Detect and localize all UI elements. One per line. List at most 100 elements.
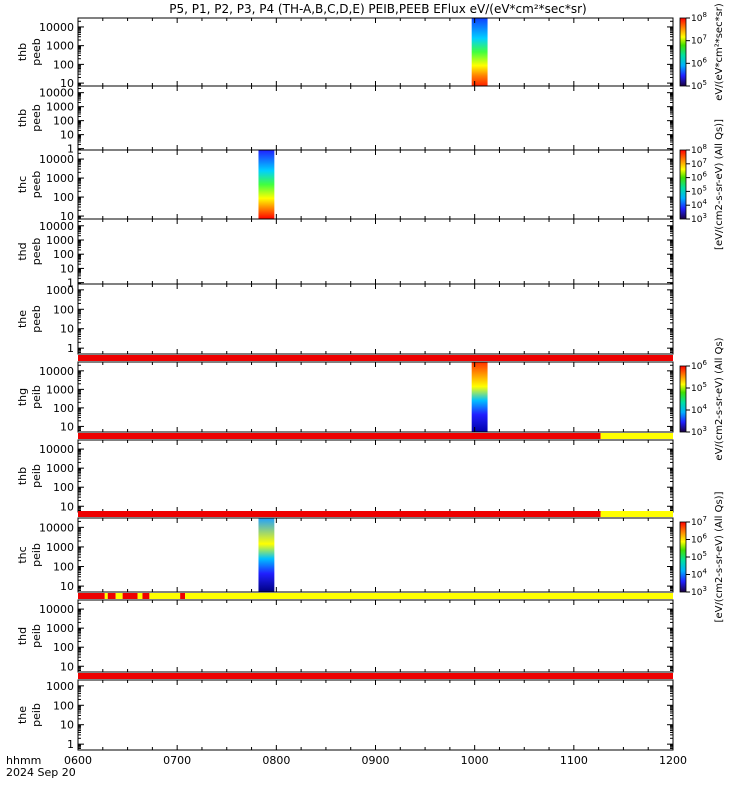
colorbar-gradient: [679, 365, 687, 433]
panel-7: 10 100 1000 10000 thb peib: [16, 439, 674, 517]
status-bar-segment: [142, 593, 150, 599]
y-tick-label: 1000: [46, 462, 74, 475]
y-tick-label: 10: [60, 580, 74, 593]
y-tick-label: 10000: [39, 220, 74, 233]
y-tick-label: 1000: [46, 541, 74, 554]
y-tick-label: 10000: [39, 87, 74, 100]
status-bar-segment: [137, 593, 143, 599]
y-tick-label: 1000: [46, 101, 74, 114]
y-tick-label: 1: [67, 738, 74, 751]
panel-frame: [77, 599, 674, 673]
panel-6: 10 100 1000 10000 thg peib: [16, 361, 674, 439]
panel-species-label: peib: [30, 703, 43, 727]
status-bar-segment: [149, 593, 181, 599]
panel-species-label: peeb: [30, 305, 43, 333]
y-tick-label: 100: [53, 561, 74, 574]
status-bar-segment: [78, 433, 601, 439]
panel-probe-label: thd: [16, 242, 29, 260]
status-bar-segment: [600, 433, 673, 439]
x-tick-label: 0900: [362, 754, 390, 767]
colorbar-tick-label: 103: [691, 425, 707, 438]
panel-probe-label: the: [16, 706, 29, 724]
y-tick-label: 10: [60, 420, 74, 433]
status-bar-segment: [180, 593, 186, 599]
colorbar-label: [eV/(cm2-s-sr-eV) (All Qs)]: [714, 491, 725, 622]
y-tick-label: 1000: [46, 40, 74, 53]
x-tick-label: 0700: [163, 754, 191, 767]
y-tick-label: 1000: [46, 284, 74, 297]
x-tick-label: 1000: [461, 754, 489, 767]
status-bar-segment: [115, 593, 123, 599]
x-tick-label: 1200: [659, 754, 687, 767]
panel-species-label: peib: [30, 543, 43, 567]
y-tick-label: 10000: [39, 521, 74, 534]
panel-10: 1 10 100 1000 the peib: [16, 679, 674, 751]
y-tick-label: 10: [60, 719, 74, 732]
colorbar-tick-label: 104: [691, 403, 707, 416]
y-tick-label: 1: [67, 277, 74, 290]
colorbar-tick-label: 105: [691, 550, 707, 563]
y-tick-label: 1000: [46, 383, 74, 396]
colorbar-tick-label: 107: [691, 515, 707, 528]
y-tick-label: 100: [53, 303, 74, 316]
x-axis-hhmm-label: hhmm: [6, 754, 41, 767]
panel-species-label: peeb: [30, 238, 43, 266]
chart-title: P5, P1, P2, P3, P4 (TH-A,B,C,D,E) PEIB,P…: [169, 2, 586, 16]
x-tick-label: 0600: [64, 754, 92, 767]
panel-frame: [77, 17, 674, 87]
panel-probe-label: thd: [16, 627, 29, 645]
date-label: 2024 Sep 20: [6, 766, 76, 779]
panel-frame: [77, 218, 674, 285]
y-tick-label: 100: [53, 402, 74, 415]
colorbar-tick-label: 103: [691, 212, 707, 225]
y-tick-label: 10000: [39, 365, 74, 378]
y-tick-label: 100: [53, 191, 74, 204]
y-tick-label: 10: [60, 262, 74, 275]
status-bar-segment: [78, 355, 673, 361]
y-tick-label: 10: [60, 129, 74, 142]
status-bar-segment: [107, 593, 116, 599]
y-tick-label: 10000: [39, 21, 74, 34]
status-bar-segment: [78, 593, 105, 599]
colorbar-tick-label: 107: [691, 34, 707, 47]
y-tick-label: 10: [60, 323, 74, 336]
panel-5: 1 10 100 1000 the peeb: [16, 283, 674, 361]
panel-frame: [77, 679, 674, 751]
panel-probe-label: thc: [16, 176, 29, 193]
colorbar-tick-label: 106: [691, 171, 707, 184]
panel-species-label: peib: [30, 464, 43, 488]
data-block: [258, 518, 275, 592]
status-bar-segment: [600, 511, 673, 517]
colorbar-gradient: [679, 521, 687, 593]
y-tick-label: 1000: [46, 172, 74, 185]
y-tick-label: 1: [67, 143, 74, 156]
colorbar-tick-label: 103: [691, 585, 707, 598]
colorbar-tick-label: 106: [691, 359, 707, 372]
data-block: [258, 150, 275, 219]
y-tick-label: 1000: [46, 680, 74, 693]
y-tick-label: 10000: [39, 443, 74, 456]
status-bar-segment: [185, 593, 673, 599]
y-tick-label: 10: [60, 210, 74, 223]
panel-probe-label: thb: [16, 109, 29, 127]
panel-probe-label: thb: [16, 467, 29, 485]
panel-8: 10 100 1000 10000 thc peib: [16, 517, 674, 599]
colorbar-tick-label: 104: [691, 568, 707, 581]
colorbar-tick-label: 106: [691, 533, 707, 546]
status-bar-segment: [122, 593, 138, 599]
data-block: [471, 18, 488, 86]
panel-1: 10 100 1000 10000 thb peeb: [16, 17, 674, 90]
colorbar-tick-label: 105: [691, 79, 707, 92]
panel-species-label: peib: [30, 385, 43, 409]
panel-species-label: peeb: [30, 38, 43, 66]
y-tick-label: 100: [53, 58, 74, 71]
colorbar-label: eV/(eV*cm²*sec*sr): [714, 3, 725, 101]
y-tick-label: 10: [60, 660, 74, 673]
panel-frame: [77, 149, 674, 220]
panel-probe-label: thb: [16, 43, 29, 61]
status-bar-segment: [78, 511, 601, 517]
status-bar-segment: [78, 673, 673, 679]
